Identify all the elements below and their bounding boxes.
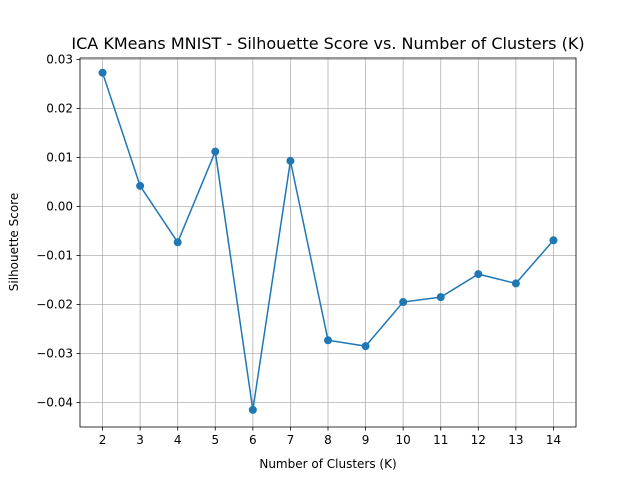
x-tick-label: 3 xyxy=(136,433,144,447)
data-point xyxy=(549,236,558,245)
x-tick-label: 5 xyxy=(211,433,219,447)
data-point xyxy=(211,147,220,156)
x-tick-label: 8 xyxy=(324,433,332,447)
data-point xyxy=(248,405,257,414)
y-tick-label: −0.02 xyxy=(36,298,73,312)
data-point xyxy=(474,270,483,279)
x-tick-label: 13 xyxy=(508,433,523,447)
data-point xyxy=(286,156,295,165)
y-tick-label: −0.04 xyxy=(36,396,73,410)
x-tick-label: 10 xyxy=(396,433,411,447)
y-axis-label: Silhouette Score xyxy=(7,193,21,291)
x-tick-label: 12 xyxy=(471,433,486,447)
data-point xyxy=(324,336,332,345)
data-point xyxy=(98,68,107,77)
y-tick-label: −0.01 xyxy=(36,249,73,263)
y-tick-label: −0.03 xyxy=(36,347,73,361)
x-axis: 2 3 4 5 6 7 8 9 10 11 12 13 14 xyxy=(99,427,561,447)
x-tick-label: 4 xyxy=(174,433,182,447)
x-tick-label: 6 xyxy=(249,433,257,447)
chart-title: ICA KMeans MNIST - Silhouette Score vs. … xyxy=(71,34,584,53)
data-point xyxy=(361,342,370,351)
y-axis: 0.03 0.02 0.01 0.00 −0.01 −0.02 −0.03 −0.04 xyxy=(36,53,80,410)
x-tick-label: 14 xyxy=(546,433,561,447)
data-point xyxy=(173,238,182,247)
y-tick-label: 0.01 xyxy=(46,151,73,165)
x-tick-label: 7 xyxy=(287,433,295,447)
y-tick-label: 0.00 xyxy=(46,200,73,214)
y-tick-label: 0.03 xyxy=(46,53,73,67)
x-tick-label: 9 xyxy=(362,433,370,447)
data-point xyxy=(511,279,520,288)
data-point xyxy=(399,298,408,307)
x-tick-label: 11 xyxy=(433,433,448,447)
x-axis-label: Number of Clusters (K) xyxy=(259,457,396,471)
x-tick-label: 2 xyxy=(99,433,107,447)
data-point xyxy=(436,293,445,302)
y-tick-label: 0.02 xyxy=(46,102,73,116)
series-layer xyxy=(98,68,558,414)
data-point xyxy=(136,181,145,190)
